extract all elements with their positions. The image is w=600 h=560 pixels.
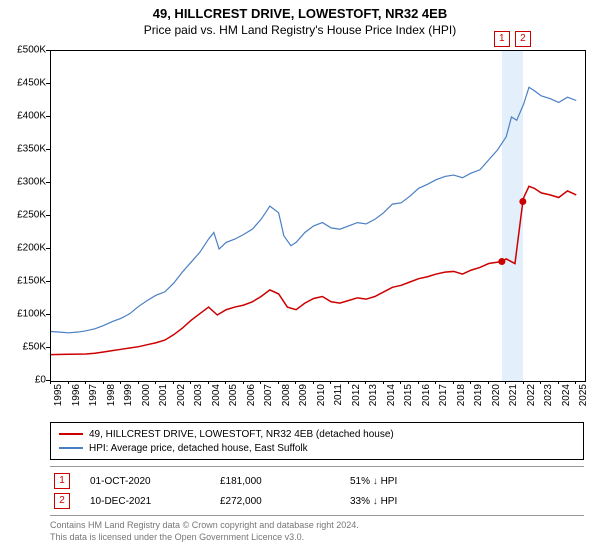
x-tick-label: 2007 — [263, 384, 274, 406]
y-tick-label: £0 — [35, 375, 46, 386]
x-tick-label: 2009 — [298, 384, 309, 406]
x-tick-label: 1995 — [53, 384, 64, 406]
x-tick-label: 2003 — [193, 384, 204, 406]
x-tick-label: 2002 — [176, 384, 187, 406]
legend-label: 49, HILLCREST DRIVE, LOWESTOFT, NR32 4EB… — [89, 429, 394, 440]
y-tick-label: £450K — [17, 78, 46, 89]
chart-lines — [51, 51, 585, 381]
chart-title: 49, HILLCREST DRIVE, LOWESTOFT, NR32 4EB — [0, 0, 600, 21]
x-tick-label: 2023 — [543, 384, 554, 406]
x-tick-label: 2014 — [386, 384, 397, 406]
tx-pct: 33% — [350, 496, 370, 507]
tx-date: 10-DEC-2021 — [90, 496, 220, 507]
down-arrow-icon: ↓ — [373, 496, 378, 507]
y-tick-label: £200K — [17, 243, 46, 254]
x-tick-label: 2000 — [141, 384, 152, 406]
transactions-table: 1 01-OCT-2020 £181,000 51% ↓ HPI 2 10-DE… — [50, 466, 584, 516]
x-tick-label: 2011 — [333, 384, 344, 406]
transaction-marker-icon: 2 — [54, 493, 70, 509]
x-tick-label: 2004 — [211, 384, 222, 406]
x-tick-label: 2005 — [228, 384, 239, 406]
legend-and-footer: 49, HILLCREST DRIVE, LOWESTOFT, NR32 4EB… — [50, 422, 584, 543]
series-line-hpi — [51, 87, 576, 333]
y-tick-label: £100K — [17, 309, 46, 320]
transaction-marker-icon: 1 — [54, 473, 70, 489]
legend-swatch — [59, 433, 83, 435]
x-tick-label: 2025 — [578, 384, 589, 406]
legend-box: 49, HILLCREST DRIVE, LOWESTOFT, NR32 4EB… — [50, 422, 584, 460]
tx-vs: HPI — [381, 496, 398, 507]
chart-marker-annotation: 1 — [494, 31, 510, 47]
x-tick-label: 2008 — [281, 384, 292, 406]
x-tick-label: 2019 — [473, 384, 484, 406]
y-tick-label: £500K — [17, 45, 46, 56]
y-tick-label: £150K — [17, 276, 46, 287]
tx-pct: 51% — [350, 476, 370, 487]
x-tick-label: 2010 — [316, 384, 327, 406]
tx-date: 01-OCT-2020 — [90, 476, 220, 487]
x-tick-label: 2018 — [456, 384, 467, 406]
legend-swatch — [59, 447, 83, 449]
y-tick-label: £400K — [17, 111, 46, 122]
transaction-row: 2 10-DEC-2021 £272,000 33% ↓ HPI — [50, 491, 584, 511]
series-marker — [498, 258, 505, 265]
tx-vs-hpi: 33% ↓ HPI — [350, 496, 480, 507]
tx-vs: HPI — [381, 476, 398, 487]
x-tick-label: 2024 — [561, 384, 572, 406]
chart-container: 49, HILLCREST DRIVE, LOWESTOFT, NR32 4EB… — [0, 0, 600, 560]
attribution: Contains HM Land Registry data © Crown c… — [50, 520, 584, 543]
x-tick-label: 2020 — [491, 384, 502, 406]
x-tick-label: 2022 — [526, 384, 537, 406]
transaction-row: 1 01-OCT-2020 £181,000 51% ↓ HPI — [50, 471, 584, 491]
x-tick-label: 2015 — [403, 384, 414, 406]
x-tick-label: 2021 — [508, 384, 519, 406]
tx-marker-num: 2 — [59, 495, 65, 506]
legend-row: 49, HILLCREST DRIVE, LOWESTOFT, NR32 4EB… — [59, 427, 575, 441]
x-tick-label: 2001 — [158, 384, 169, 406]
tx-vs-hpi: 51% ↓ HPI — [350, 476, 480, 487]
x-tick-label: 1998 — [106, 384, 117, 406]
x-tick-label: 1997 — [88, 384, 99, 406]
x-tick-label: 2012 — [351, 384, 362, 406]
x-tick-label: 2006 — [246, 384, 257, 406]
down-arrow-icon: ↓ — [373, 476, 378, 487]
tx-price: £181,000 — [220, 476, 350, 487]
chart-marker-annotation: 2 — [515, 31, 531, 47]
y-tick-label: £50K — [23, 342, 46, 353]
x-tick-label: 2016 — [421, 384, 432, 406]
attribution-line: This data is licensed under the Open Gov… — [50, 532, 584, 544]
x-tick-label: 1999 — [123, 384, 134, 406]
x-tick-label: 2017 — [438, 384, 449, 406]
x-tick-label: 2013 — [368, 384, 379, 406]
series-line-property — [51, 186, 576, 354]
tx-price: £272,000 — [220, 496, 350, 507]
series-marker — [519, 198, 526, 205]
y-tick-label: £300K — [17, 177, 46, 188]
plot-area: 12 — [50, 50, 586, 382]
chart-subtitle: Price paid vs. HM Land Registry's House … — [0, 21, 600, 43]
tx-marker-num: 1 — [59, 475, 65, 486]
attribution-line: Contains HM Land Registry data © Crown c… — [50, 520, 584, 532]
legend-row: HPI: Average price, detached house, East… — [59, 441, 575, 455]
legend-label: HPI: Average price, detached house, East… — [89, 443, 308, 454]
y-tick-label: £350K — [17, 144, 46, 155]
y-tick-label: £250K — [17, 210, 46, 221]
x-tick-label: 1996 — [71, 384, 82, 406]
